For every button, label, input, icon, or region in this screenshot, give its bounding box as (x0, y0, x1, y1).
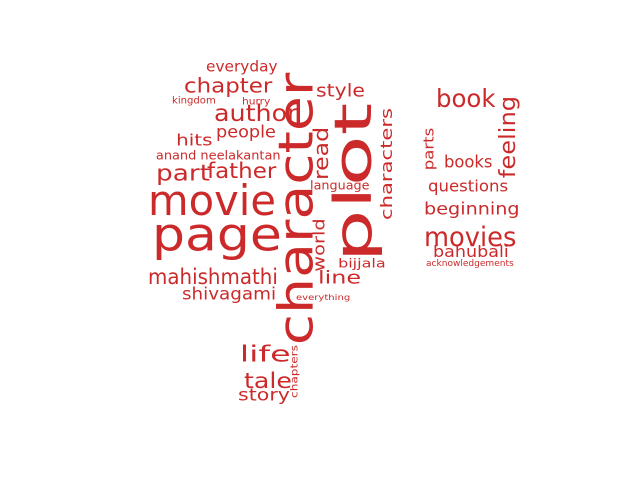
word-father: father (206, 157, 277, 184)
word-style: style (316, 79, 365, 102)
word-hits: hits (176, 131, 213, 151)
word-everything: everything (295, 293, 351, 302)
word-mahishmathi: mahishmathi (148, 263, 278, 290)
word-part: part (155, 159, 211, 187)
word-books: books (443, 151, 493, 173)
word-everyday: everyday (206, 58, 278, 77)
word-shivagami: shivagami (181, 283, 277, 305)
word-story: story (238, 384, 290, 406)
word-feeling: feeling (493, 95, 521, 179)
word-author: author (214, 100, 298, 128)
word-parts: parts (420, 127, 438, 171)
word-tale: tale (244, 367, 292, 394)
word-book: book (436, 83, 496, 114)
word-movies: movies (424, 221, 517, 254)
word-read: read (309, 126, 334, 181)
word-people: people (216, 121, 276, 143)
word-line: line (317, 266, 362, 289)
word-acknowledgements: acknowledgements (426, 257, 514, 268)
word-chapter: chapter (183, 74, 273, 99)
word-characters: characters (376, 108, 396, 220)
word-hurry: hurry (241, 95, 271, 107)
word-beginning: beginning (424, 198, 520, 220)
word-anand-neelakantan: anand neelakantan (155, 149, 281, 163)
word-questions: questions (427, 176, 509, 196)
word-movie: movie (148, 176, 276, 225)
word-chapters: chapters (288, 345, 300, 398)
word-world: world (310, 218, 329, 272)
word-kingdom: kingdom (172, 94, 216, 106)
word-bahubali: bahubali (433, 241, 509, 262)
word-bijjala: bijjala (338, 257, 386, 271)
word-life: life (239, 340, 291, 368)
word-language: language (310, 179, 370, 193)
word-page: page (152, 208, 282, 262)
